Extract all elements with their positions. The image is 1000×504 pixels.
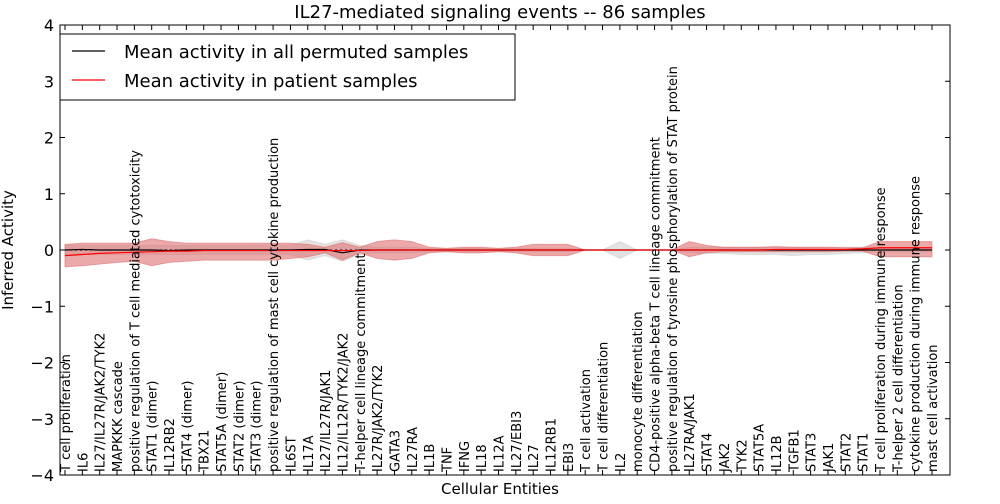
x-tick-label: positive regulation of tyrosine phosphor… — [666, 66, 681, 472]
y-tick-label: 0 — [44, 241, 54, 260]
x-tick-label: monocyte differentiation — [631, 311, 646, 472]
x-tick-label: IL2 — [614, 453, 629, 472]
x-tick-label: STAT3 — [805, 433, 820, 472]
x-tick-label: TNF — [440, 447, 455, 473]
x-tick-label: positive regulation of T cell mediated c… — [128, 150, 143, 472]
y-tick-label: −4 — [30, 466, 54, 485]
x-tick-label: STAT3 (dimer) — [250, 381, 265, 472]
x-axis-label: Cellular Entities — [441, 480, 559, 498]
x-tick-label: IL27/EBI3 — [510, 411, 525, 472]
x-tick-label: T cell differentiation — [597, 342, 612, 473]
x-tick-label: IL27RA/JAK1 — [683, 393, 698, 472]
x-tick-label: MAPKKK cascade — [111, 361, 126, 472]
x-tick-label: EBI3 — [562, 443, 577, 472]
x-tick-label: IL12RB1 — [545, 418, 560, 472]
x-tick-label: IL17A — [302, 435, 317, 472]
x-tick-label: STAT2 (dimer) — [232, 381, 247, 472]
y-tick-label: −3 — [30, 410, 54, 429]
x-tick-label: IL12B — [770, 435, 785, 472]
chart-title: IL27-mediated signaling events -- 86 sam… — [294, 2, 705, 23]
x-tick-label: mast cell activation — [926, 344, 941, 472]
x-tick-label: T cell activation — [579, 369, 594, 473]
x-tick-label: CD4-positive alpha-beta T cell lineage c… — [649, 137, 664, 472]
x-tick-label: STAT5A — [753, 424, 768, 472]
y-tick-label: 3 — [44, 72, 54, 91]
x-tick-label: TBX21 — [198, 430, 213, 473]
x-tick-label: TYK2 — [735, 439, 750, 473]
x-tick-label: STAT1 (dimer) — [146, 381, 161, 472]
x-tick-label: IL27RA — [406, 427, 421, 472]
x-tick-label: IL12/IL12R/TYK2/JAK2 — [336, 333, 351, 472]
y-tick-label: 4 — [44, 16, 54, 35]
x-tick-label: T cell proliferation during immune respo… — [874, 187, 889, 473]
x-tick-label: IL27 — [527, 444, 542, 472]
x-tick-label: TGFB1 — [787, 429, 802, 473]
plot-frame — [59, 24, 951, 476]
x-tick-label: T-helper 2 cell differentiation — [891, 284, 906, 473]
x-tick-label: STAT1 — [857, 433, 872, 472]
x-tick-label: IL6ST — [284, 436, 299, 472]
patient-band — [64, 238, 933, 268]
x-tick-label: IL27/IL27R/JAK2/TYK2 — [94, 333, 109, 472]
x-tick-label: T-helper cell lineage commitment — [354, 254, 369, 473]
x-tick-label: IL6 — [76, 453, 91, 472]
legend: Mean activity in all permuted samples Me… — [59, 33, 516, 101]
x-tick-label: STAT5A (dimer) — [215, 372, 230, 472]
x-tick-label: IL18 — [475, 444, 490, 472]
x-tick-label: cytokine production during immune respon… — [909, 176, 924, 472]
x-tick-label: GATA3 — [388, 430, 403, 472]
y-axis-label: Inferred Activity — [0, 190, 17, 310]
x-tick-label: JAK1 — [822, 443, 837, 473]
x-tick-label: STAT4 — [701, 433, 716, 472]
x-tick-label: IL27/IL27R/JAK1 — [319, 370, 334, 472]
legend-box — [59, 33, 516, 101]
y-tick-label: −1 — [30, 297, 54, 316]
x-tick-label: IL12A — [493, 435, 508, 472]
legend-label-permuted: Mean activity in all permuted samples — [124, 42, 468, 63]
patient-mean-line — [64, 247, 932, 257]
x-tick-label: IFNG — [458, 441, 473, 472]
x-tick-label: JAK2 — [718, 443, 733, 473]
x-tick-label: STAT4 (dimer) — [180, 381, 195, 472]
x-tick-label: IL27R/JAK2/TYK2 — [371, 365, 386, 472]
y-tick-label: −2 — [30, 354, 54, 373]
x-tick-label: IL12RB2 — [163, 418, 178, 472]
x-tick-label: STAT2 — [839, 433, 854, 472]
x-tick-label: positive regulation of mast cell cytokin… — [267, 138, 282, 472]
x-tick-label: T cell proliferation — [59, 354, 74, 473]
legend-label-patient: Mean activity in patient samples — [124, 71, 418, 92]
y-tick-label: 1 — [44, 185, 54, 204]
x-tick-label: IL1B — [423, 444, 438, 472]
y-tick-label: 2 — [44, 129, 54, 148]
